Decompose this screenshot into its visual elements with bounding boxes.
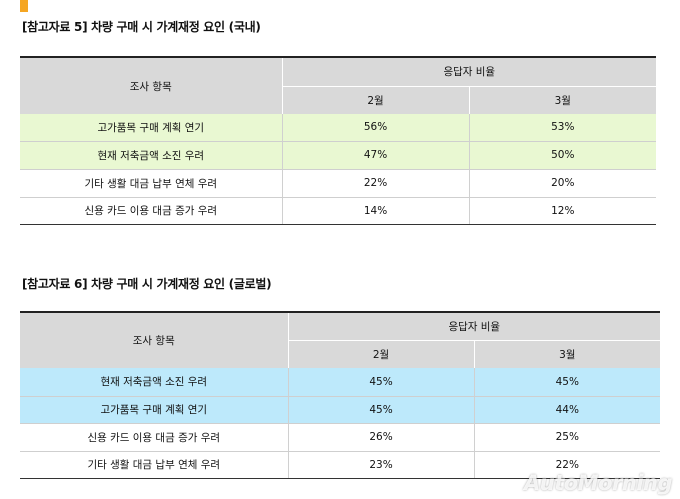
row-value-b: 45% [474,368,661,397]
table-row: 기타 생활 대금 납부 연체 우려 23% 22% [20,451,661,479]
row-value-b: 53% [469,114,657,142]
row-value-a: 56% [282,114,470,142]
row-item: 신용 카드 이용 대금 증가 우려 [20,197,283,225]
row-value-a: 14% [282,197,470,225]
row-value-b: 12% [469,197,657,225]
table-row: 현재 저축금액 소진 우려 45% 45% [20,368,661,397]
table-row: 고가품목 구매 계획 연기 56% 53% [20,114,657,142]
row-value-a: 45% [288,396,475,424]
header-group: 응답자 비율 [282,56,657,87]
header-month-b: 3월 [474,340,661,368]
table-row: 신용 카드 이용 대금 증가 우려 14% 12% [20,197,657,225]
table-row: 고가품목 구매 계획 연기 45% 44% [20,396,661,424]
row-value-b: 22% [474,451,661,479]
table-row: 기타 생활 대금 납부 연체 우려 22% 20% [20,169,657,198]
row-item: 현재 저축금액 소진 우려 [20,368,289,397]
row-value-a: 22% [282,169,470,198]
row-item: 기타 생활 대금 납부 연체 우려 [20,451,289,479]
header-item: 조사 항목 [20,311,289,368]
section2-table: 조사 항목 응답자 비율 2월 3월 현재 저축금액 소진 우려 45% 45%… [20,311,661,479]
header-month-b: 3월 [469,86,657,114]
header-item: 조사 항목 [20,56,283,114]
row-value-b: 50% [469,141,657,170]
row-value-a: 26% [288,423,475,452]
row-item: 신용 카드 이용 대금 증가 우려 [20,423,289,452]
row-value-b: 44% [474,396,661,424]
row-item: 기타 생활 대금 납부 연체 우려 [20,169,283,198]
table-row: 현재 저축금액 소진 우려 47% 50% [20,141,657,170]
row-value-a: 47% [282,141,470,170]
row-item: 고가품목 구매 계획 연기 [20,114,283,142]
table-row: 신용 카드 이용 대금 증가 우려 26% 25% [20,423,661,452]
header-month-a: 2월 [282,86,470,114]
section1-table: 조사 항목 응답자 비율 2월 3월 고가품목 구매 계획 연기 56% 53%… [20,56,657,225]
row-value-a: 23% [288,451,475,479]
header-group: 응답자 비율 [288,311,661,341]
watermark-logo: AutoMorning [524,471,672,495]
header-month-a: 2월 [288,340,475,368]
section1-title: [참고자료 5] 차량 구매 시 가계재정 요인 (국내) [22,20,261,34]
row-item: 현재 저축금액 소진 우려 [20,141,283,170]
row-value-b: 20% [469,169,657,198]
accent-bar [20,0,28,12]
row-value-b: 25% [474,423,661,452]
section2-title: [참고자료 6] 차량 구매 시 가계재정 요인 (글로벌) [22,277,272,291]
row-item: 고가품목 구매 계획 연기 [20,396,289,424]
row-value-a: 45% [288,368,475,397]
